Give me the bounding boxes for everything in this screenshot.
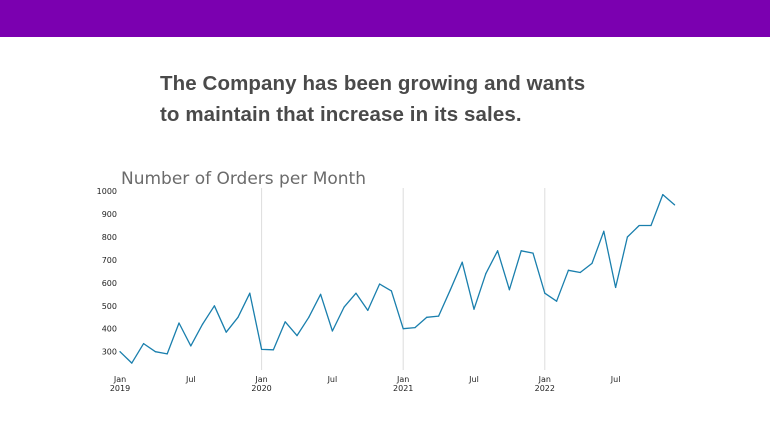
x-tick-year-label: 2020 — [251, 384, 271, 393]
data-point — [367, 309, 369, 311]
data-point — [237, 316, 239, 318]
data-point — [603, 230, 605, 232]
x-tick-year-label: 2022 — [535, 384, 555, 393]
headline-line-2: to maintain that increase in its sales. — [160, 103, 522, 126]
data-point — [520, 250, 522, 252]
data-point — [674, 204, 676, 206]
y-tick-label: 600 — [102, 279, 117, 288]
data-point — [508, 289, 510, 291]
x-tick-label: Jul — [327, 375, 338, 384]
data-point — [426, 316, 428, 318]
data-point — [615, 286, 617, 289]
data-point — [567, 269, 570, 271]
data-point — [154, 351, 156, 353]
y-tick-label: 1000 — [97, 187, 117, 196]
data-point — [296, 335, 298, 337]
y-tick-label: 700 — [102, 256, 117, 265]
headline: The Company has been growing and wants t… — [160, 68, 680, 130]
x-tick-label: Jan — [254, 375, 267, 384]
data-point — [650, 224, 652, 227]
data-point — [213, 305, 215, 307]
y-tick-label: 900 — [102, 210, 117, 219]
y-tick-label: 300 — [102, 348, 117, 357]
data-point — [402, 328, 404, 330]
header-bar — [0, 0, 770, 37]
data-point — [343, 306, 345, 308]
data-point — [390, 290, 392, 292]
data-point — [626, 236, 629, 238]
y-tick-label: 800 — [102, 233, 117, 242]
data-point — [449, 289, 451, 291]
data-point — [119, 351, 121, 353]
data-point — [202, 323, 204, 325]
series-group — [119, 193, 676, 364]
data-point — [579, 271, 581, 274]
y-tick-label: 400 — [102, 325, 117, 334]
data-point — [249, 292, 251, 294]
data-point — [143, 343, 145, 345]
data-point — [166, 353, 168, 355]
data-point — [379, 283, 381, 285]
y-axis: 300 400 500 600 700 800 900 1000 — [97, 187, 117, 357]
data-point — [331, 330, 333, 332]
data-point — [473, 308, 475, 310]
gridlines — [261, 188, 546, 370]
data-point — [485, 273, 487, 275]
data-point — [355, 292, 357, 294]
data-point — [556, 300, 558, 302]
data-point — [532, 252, 534, 254]
data-point — [261, 348, 263, 350]
data-point — [272, 349, 274, 351]
data-point — [284, 321, 286, 323]
data-point — [438, 315, 440, 317]
data-point — [662, 193, 664, 196]
x-tick-label: Jul — [610, 375, 621, 384]
y-tick-label: 500 — [102, 302, 117, 311]
series-line-orders — [119, 193, 676, 364]
data-point — [544, 292, 546, 294]
data-point — [190, 345, 192, 347]
data-point — [591, 262, 593, 264]
x-tick-label: Jan — [396, 375, 409, 384]
data-point — [638, 224, 640, 227]
data-point — [178, 322, 180, 324]
x-tick-label: Jul — [468, 375, 479, 384]
data-point — [225, 331, 227, 333]
data-point — [461, 261, 463, 263]
x-tick-year-label: 2021 — [393, 384, 413, 393]
chart-title: Number of Orders per Month — [121, 169, 366, 189]
x-tick-label: Jan — [113, 375, 126, 384]
x-tick-year-label: 2019 — [110, 384, 130, 393]
data-point — [497, 250, 499, 252]
data-point — [320, 293, 322, 295]
data-point — [308, 316, 310, 318]
data-point — [414, 326, 416, 329]
data-point — [131, 362, 133, 364]
x-tick-label: Jan — [538, 375, 551, 384]
headline-line-1: The Company has been growing and wants — [160, 72, 586, 95]
x-tick-label: Jul — [185, 375, 196, 384]
